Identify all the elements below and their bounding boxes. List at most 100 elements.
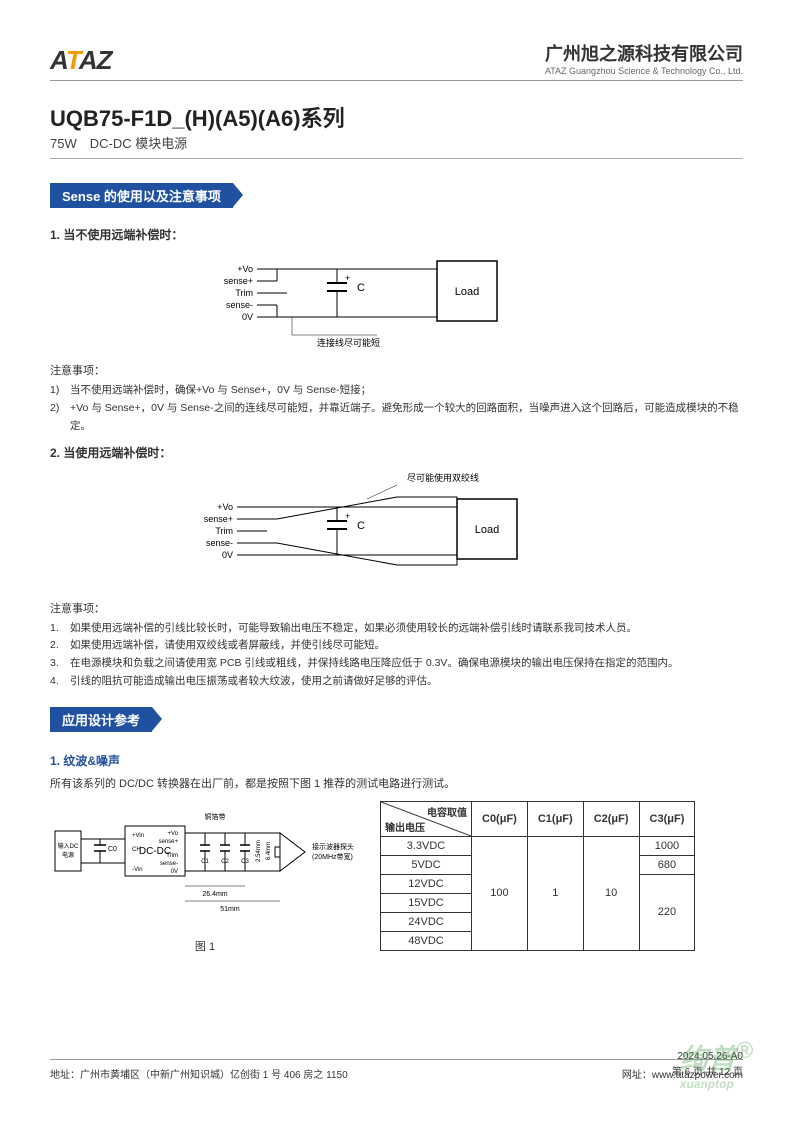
svg-text:C: C	[357, 282, 365, 294]
heading-no-remote: 1. 当不使用远端补偿时：	[50, 226, 743, 243]
subtitle: 75W DC-DC 模块电源	[50, 133, 743, 159]
table-header-diag-top: 电容取值	[427, 804, 467, 819]
notes-heading-1: 注意事项：	[50, 362, 743, 378]
subhead-ripple: 1. 纹波&噪声	[50, 752, 743, 769]
note-text: 如果使用远端补偿，请使用双绞线或者屏蔽线，并使引线尽可能短。	[70, 637, 385, 655]
svg-text:0V: 0V	[171, 869, 178, 875]
diagram-3: 输入DC 电源 C0 DC-DC +Vin -Vin CH +Vo sense+…	[50, 801, 360, 931]
web-label: 网址：	[622, 1070, 652, 1081]
series-title: UQB75-F1D_(H)(A5)(A6)系列	[50, 101, 743, 133]
svg-text:Trim: Trim	[235, 288, 253, 298]
note-num: 2)	[50, 400, 70, 436]
th-c3: C3(μF)	[639, 801, 695, 836]
svg-text:C0: C0	[108, 846, 117, 853]
company-block: 广州旭之源科技有限公司 ATAZ Guangzhou Science & Tec…	[545, 40, 743, 76]
note-text: +Vo 与 Sense+，0V 与 Sense-之间的连线尽可能短，并靠近端子。…	[70, 400, 743, 436]
table-cell: 5VDC	[381, 855, 472, 874]
svg-text:尽可能使用双绞线: 尽可能使用双绞线	[407, 472, 479, 483]
svg-text:-Vin: -Vin	[132, 867, 143, 873]
svg-text:接示波器探头: 接示波器探头	[312, 842, 354, 851]
notes-heading-2: 注意事项：	[50, 600, 743, 616]
svg-text:电源: 电源	[62, 851, 74, 859]
diagram-2: 尽可能使用双绞线 + C Load +Vo sense+ Trim sense-…	[50, 469, 743, 592]
svg-text:sense-: sense-	[160, 861, 178, 867]
svg-text:+Vo: +Vo	[217, 502, 233, 512]
table-cell: 3.3VDC	[381, 836, 472, 855]
svg-text:CH: CH	[132, 847, 141, 853]
note-num: 4.	[50, 673, 70, 691]
notes-list-1: 1)当不使用远端补偿时，确保+Vo 与 Sense+，0V 与 Sense-短接…	[50, 382, 743, 436]
note-text: 当不使用远端补偿时，确保+Vo 与 Sense+，0V 与 Sense-短接；	[70, 382, 371, 400]
svg-text:C1: C1	[201, 859, 209, 865]
svg-text:0V: 0V	[241, 312, 252, 322]
th-c2: C2(μF)	[583, 801, 639, 836]
svg-text:sense-: sense-	[205, 538, 232, 548]
figure-caption: 图 1	[50, 938, 360, 954]
svg-text:C2: C2	[221, 859, 229, 865]
table-cell: 680	[639, 855, 695, 874]
svg-text:sense-: sense-	[225, 300, 252, 310]
svg-text:2.54mm: 2.54mm	[256, 840, 262, 862]
note-num: 2.	[50, 637, 70, 655]
watermark-reg: ®	[736, 1037, 753, 1063]
table-cell: 100	[472, 836, 528, 950]
title-block: UQB75-F1D_(H)(A5)(A6)系列 75W DC-DC 模块电源	[50, 101, 743, 159]
th-c1: C1(μF)	[527, 801, 583, 836]
table-cell: 15VDC	[381, 893, 472, 912]
svg-text:Load: Load	[474, 524, 498, 536]
svg-text:(20MHz带宽): (20MHz带宽)	[312, 852, 353, 861]
table-cell: 220	[639, 874, 695, 950]
svg-text:连接线尽可能短: 连接线尽可能短	[317, 337, 380, 348]
watermark-cn: 绚普	[680, 1043, 736, 1074]
svg-text:铜箔带: 铜箔带	[205, 812, 226, 821]
note-num: 1)	[50, 382, 70, 400]
diagram-1: + C Load +Vo sense+ Trim sense- 0V 连接线尽可…	[50, 251, 743, 354]
note-text: 在电源模块和负载之间请使用宽 PCB 引线或粗线，并保持线路电压降应低于 0.3…	[70, 655, 678, 673]
table-cell: 24VDC	[381, 912, 472, 931]
svg-text:sense+: sense+	[158, 839, 178, 845]
table-cell: 10	[583, 836, 639, 950]
section-tag-sense: Sense 的使用以及注意事项	[50, 183, 233, 208]
svg-text:sense+: sense+	[203, 514, 232, 524]
th-c0: C0(μF)	[472, 801, 528, 836]
table-cell: 1	[527, 836, 583, 950]
svg-text:+Vo: +Vo	[167, 831, 178, 837]
table-cell: 12VDC	[381, 874, 472, 893]
svg-text:51mm: 51mm	[220, 906, 240, 913]
svg-text:sense+: sense+	[223, 276, 252, 286]
logo-char-a2: T	[66, 45, 79, 75]
svg-text:C: C	[357, 520, 365, 532]
svg-text:+: +	[345, 273, 350, 283]
table-header-diag-bottom: 输出电压	[385, 819, 425, 834]
note-text: 如果使用远端补偿的引线比较长时，可能导致输出电压不稳定，如果必须使用较长的远端补…	[70, 620, 637, 638]
svg-text:Trim: Trim	[166, 853, 178, 859]
svg-text:6.4mm: 6.4mm	[266, 842, 272, 860]
section-tag-design: 应用设计参考	[50, 707, 152, 732]
svg-text:0V: 0V	[221, 550, 232, 560]
svg-text:+Vin: +Vin	[132, 833, 144, 839]
table-cell: 48VDC	[381, 931, 472, 950]
logo-rest: AZ	[79, 45, 112, 75]
note-text: 引线的阻抗可能造成输出电压振荡或者较大纹波，使用之前请做好足够的评估。	[70, 673, 438, 691]
notes-list-2: 1.如果使用远端补偿的引线比较长时，可能导致输出电压不稳定，如果必须使用较长的远…	[50, 620, 743, 691]
svg-text:+Vo: +Vo	[237, 264, 253, 274]
page-header: ATAZ 广州旭之源科技有限公司 ATAZ Guangzhou Science …	[50, 40, 743, 81]
capacitor-table: 电容取值 输出电压 C0(μF) C1(μF) C2(μF) C3(μF) 3.…	[380, 801, 695, 951]
svg-text:26.4mm: 26.4mm	[202, 891, 227, 898]
logo: ATAZ	[50, 45, 111, 76]
logo-char-a1: A	[50, 45, 66, 75]
note-num: 1.	[50, 620, 70, 638]
watermark-en: xuanptop	[680, 1077, 753, 1091]
diagram-3-wrapper: 输入DC 电源 C0 DC-DC +Vin -Vin CH +Vo sense+…	[50, 801, 360, 954]
watermark: 绚普® xuanptop	[680, 1037, 753, 1091]
company-name-en: ATAZ Guangzhou Science & Technology Co.,…	[545, 66, 743, 76]
svg-text:+: +	[345, 511, 350, 521]
svg-text:Trim: Trim	[215, 526, 233, 536]
page-footer: 地址：广州市黄埔区（中新广州知识城）亿创街 1 号 406 房之 1150 网址…	[50, 1059, 743, 1081]
company-name-cn: 广州旭之源科技有限公司	[545, 40, 743, 66]
address-label: 地址：	[50, 1070, 80, 1081]
heading-remote: 2. 当使用远端补偿时：	[50, 444, 743, 461]
intro-text: 所有该系列的 DC/DC 转换器在出厂前，都是按照下图 1 推荐的测试电路进行测…	[50, 775, 743, 791]
note-num: 3.	[50, 655, 70, 673]
svg-text:Load: Load	[454, 286, 478, 298]
